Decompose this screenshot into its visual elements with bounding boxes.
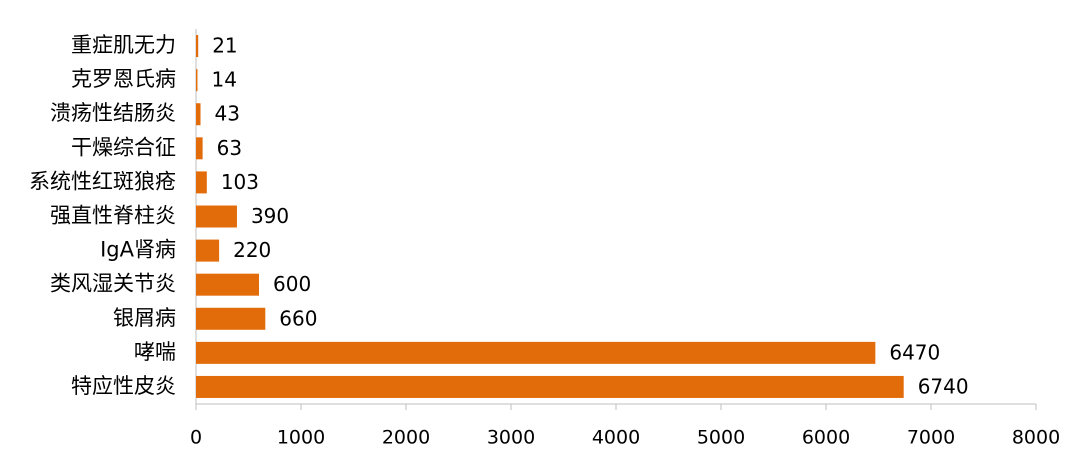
y-tick-label: 类风湿关节炎: [50, 272, 176, 296]
value-label: 21: [212, 34, 237, 58]
x-tick-label: 6000: [802, 427, 850, 449]
value-label: 660: [279, 306, 317, 330]
y-tick-label: 干燥综合征: [71, 135, 176, 159]
value-label: 103: [221, 170, 259, 194]
bar: [196, 273, 259, 296]
x-tick-label: 5000: [697, 427, 745, 449]
y-tick-label: 重症肌无力: [71, 33, 176, 57]
bar: [196, 137, 203, 160]
bar: [196, 307, 266, 330]
value-label: 6740: [918, 374, 969, 398]
value-label: 600: [273, 272, 311, 296]
value-label: 220: [233, 238, 271, 262]
value-label: 43: [215, 102, 240, 126]
bar: [196, 341, 876, 364]
bar: [196, 103, 201, 126]
y-tick-label: 溃疡性结肠炎: [50, 101, 176, 125]
x-tick-label: 7000: [907, 427, 955, 449]
value-label: 390: [251, 204, 289, 228]
y-tick-label: 银屑病: [113, 306, 176, 330]
y-tick-label: IgA肾病: [100, 238, 176, 262]
bar: [196, 171, 207, 194]
x-tick-label: 1000: [277, 427, 325, 449]
x-tick-label: 3000: [487, 427, 535, 449]
y-tick-label: 强直性脊柱炎: [50, 204, 176, 228]
bar: [196, 35, 199, 58]
bar: [196, 205, 237, 228]
bar: [196, 239, 220, 262]
x-tick-label: 0: [190, 427, 202, 449]
x-tick-label: 4000: [592, 427, 640, 449]
y-tick-label: 系统性红斑狼疮: [29, 169, 176, 193]
value-label: 14: [211, 68, 236, 92]
value-label: 6470: [889, 340, 940, 364]
value-label: 63: [217, 136, 242, 160]
y-tick-label: 克罗恩氏病: [71, 67, 176, 91]
x-tick-label: 2000: [382, 427, 430, 449]
x-tick-label: 8000: [1012, 427, 1060, 449]
y-tick-label: 特应性皮炎: [71, 374, 176, 398]
y-tick-label: 哮喘: [134, 340, 176, 364]
bar: [196, 69, 198, 92]
bar: [196, 375, 904, 398]
